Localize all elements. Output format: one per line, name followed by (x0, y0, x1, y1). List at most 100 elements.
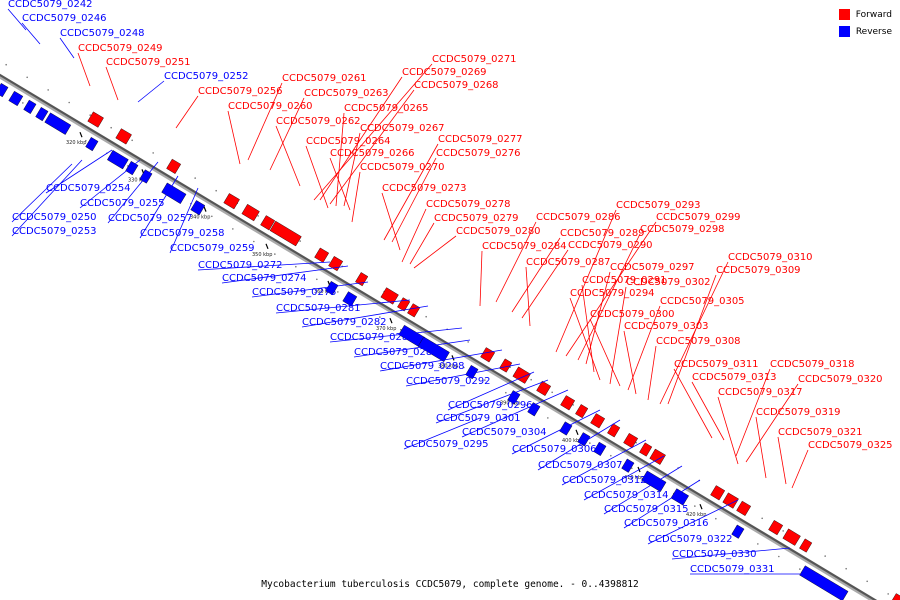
forward-gene (407, 303, 421, 318)
guide-dot (257, 215, 259, 217)
reverse-gene (8, 90, 24, 107)
label-ccdc5079-0265-leader (335, 112, 345, 207)
label-ccdc5079-0292-leader (405, 363, 521, 387)
label-ccdc5079-0294-leader (569, 297, 601, 381)
forward-gene (269, 220, 302, 247)
label-ccdc5079-0280-leader (413, 235, 457, 269)
tick-label: 400 kbp (562, 438, 582, 444)
label-ccdc5079-0311: CCDC5079_0311 (674, 359, 759, 370)
guide-dot (526, 404, 528, 407)
forward-gene (639, 442, 653, 457)
forward-gene (590, 413, 606, 429)
label-ccdc5079-0278: CCDC5079_0278 (426, 199, 511, 210)
label-ccdc5079-0325-leader (791, 449, 809, 489)
label-ccdc5079-0268: CCDC5079_0268 (414, 80, 499, 91)
guide-dot (85, 139, 87, 142)
tick-label: 350 kbp (252, 252, 272, 258)
label-ccdc5079-0267: CCDC5079_0267 (360, 123, 445, 134)
guide-dot (131, 139, 133, 142)
label-ccdc5079-0273-leader (381, 192, 401, 251)
label-ccdc5079-0287: CCDC5079_0287 (526, 257, 611, 268)
guide-dot (47, 89, 49, 91)
forward-gene (782, 528, 801, 546)
reverse-gene (799, 565, 849, 600)
forward-gene (355, 272, 369, 287)
label-ccdc5079-0311-leader (673, 368, 713, 439)
label-ccdc5079-0253: CCDC5079_0253 (12, 226, 97, 237)
label-ccdc5079-0289: CCDC5079_0289 (560, 228, 645, 239)
reverse-gene (85, 137, 99, 152)
genome-axis (0, 73, 878, 600)
label-ccdc5079-0305: CCDC5079_0305 (660, 296, 745, 307)
forward-gene (892, 593, 900, 600)
guide-dot (778, 555, 780, 558)
label-ccdc5079-0262: CCDC5079_0262 (276, 116, 361, 127)
guide-dot (89, 114, 91, 116)
forward-gene (166, 158, 182, 174)
tick-mark (79, 131, 83, 138)
label-ccdc5079-0288-leader (379, 349, 503, 372)
reverse-gene (23, 99, 37, 114)
forward-gene (380, 287, 399, 305)
guide-dot (845, 567, 847, 570)
reverse-gene (125, 161, 139, 176)
tick-label: 340 kbp (190, 215, 210, 221)
forward-gene (512, 366, 531, 384)
forward-gene (607, 423, 621, 438)
label-ccdc5079-0261-leader (247, 82, 283, 161)
guide-dot (110, 126, 112, 129)
label-ccdc5079-0302: CCDC5079_0302 (626, 277, 711, 288)
label-ccdc5079-0312-leader (561, 439, 647, 486)
label-ccdc5079-0331: CCDC5079_0331 (690, 564, 775, 575)
label-ccdc5079-0260: CCDC5079_0260 (228, 101, 313, 112)
guide-dot (26, 76, 28, 79)
reverse-gene (35, 107, 49, 122)
label-ccdc5079-0292: CCDC5079_0292 (406, 376, 491, 387)
map-caption: Mycobacterium tuberculosis CCDC5079, com… (261, 579, 639, 590)
reverse-gene (465, 365, 479, 380)
label-ccdc5079-0265: CCDC5079_0265 (344, 103, 429, 114)
tick-mark (451, 355, 455, 361)
forward-gene (736, 500, 752, 516)
label-ccdc5079-0267-leader (343, 132, 361, 207)
guide-dot (68, 101, 70, 104)
label-ccdc5079-0286: CCDC5079_0286 (536, 212, 621, 223)
label-ccdc5079-0248-leader (59, 37, 75, 59)
reverse-gene (670, 488, 689, 506)
label-ccdc5079-0282-leader (301, 305, 429, 328)
guide-dot (484, 379, 486, 381)
guide-dot (610, 454, 612, 457)
label-ccdc5079-0289-leader (511, 237, 561, 313)
label-ccdc5079-0306-leader (511, 409, 601, 455)
label-ccdc5079-0295: CCDC5079_0295 (404, 439, 489, 450)
label-ccdc5079-0259-leader (169, 187, 199, 254)
label-ccdc5079-0257-leader (107, 161, 159, 224)
guide-dot (194, 177, 196, 179)
forward-gene (314, 247, 330, 263)
label-ccdc5079-0284-leader (479, 250, 483, 307)
label-ccdc5079-0259: CCDC5079_0259 (170, 243, 255, 254)
label-ccdc5079-0312: CCDC5079_0312 (562, 475, 647, 486)
label-ccdc5079-0281-leader (275, 299, 411, 314)
reverse-gene (621, 458, 635, 473)
label-ccdc5079-0285-leader (353, 339, 471, 358)
label-ccdc5079-0321: CCDC5079_0321 (778, 427, 863, 438)
guide-dot (215, 189, 217, 192)
label-ccdc5079-0315: CCDC5079_0315 (604, 504, 689, 515)
label-ccdc5079-0251-leader (105, 66, 119, 101)
label-ccdc5079-0291: CCDC5079_0291 (582, 275, 667, 286)
label-ccdc5079-0310: CCDC5079_0310 (728, 252, 813, 263)
label-ccdc5079-0271-leader (313, 63, 433, 201)
label-ccdc5079-0290-leader (521, 249, 569, 319)
label-ccdc5079-0284: CCDC5079_0284 (482, 241, 567, 252)
forward-gene (710, 485, 726, 501)
label-ccdc5079-0266: CCDC5079_0266 (330, 148, 415, 159)
reverse-gene (342, 291, 358, 307)
forward-gene (87, 111, 104, 128)
label-ccdc5079-0253-leader (11, 159, 83, 237)
guide-dot (866, 580, 868, 583)
guide-dot (589, 442, 591, 444)
guide-dot (295, 265, 297, 268)
legend-forward: Forward (838, 9, 892, 20)
label-ccdc5079-0294: CCDC5079_0294 (570, 288, 655, 299)
